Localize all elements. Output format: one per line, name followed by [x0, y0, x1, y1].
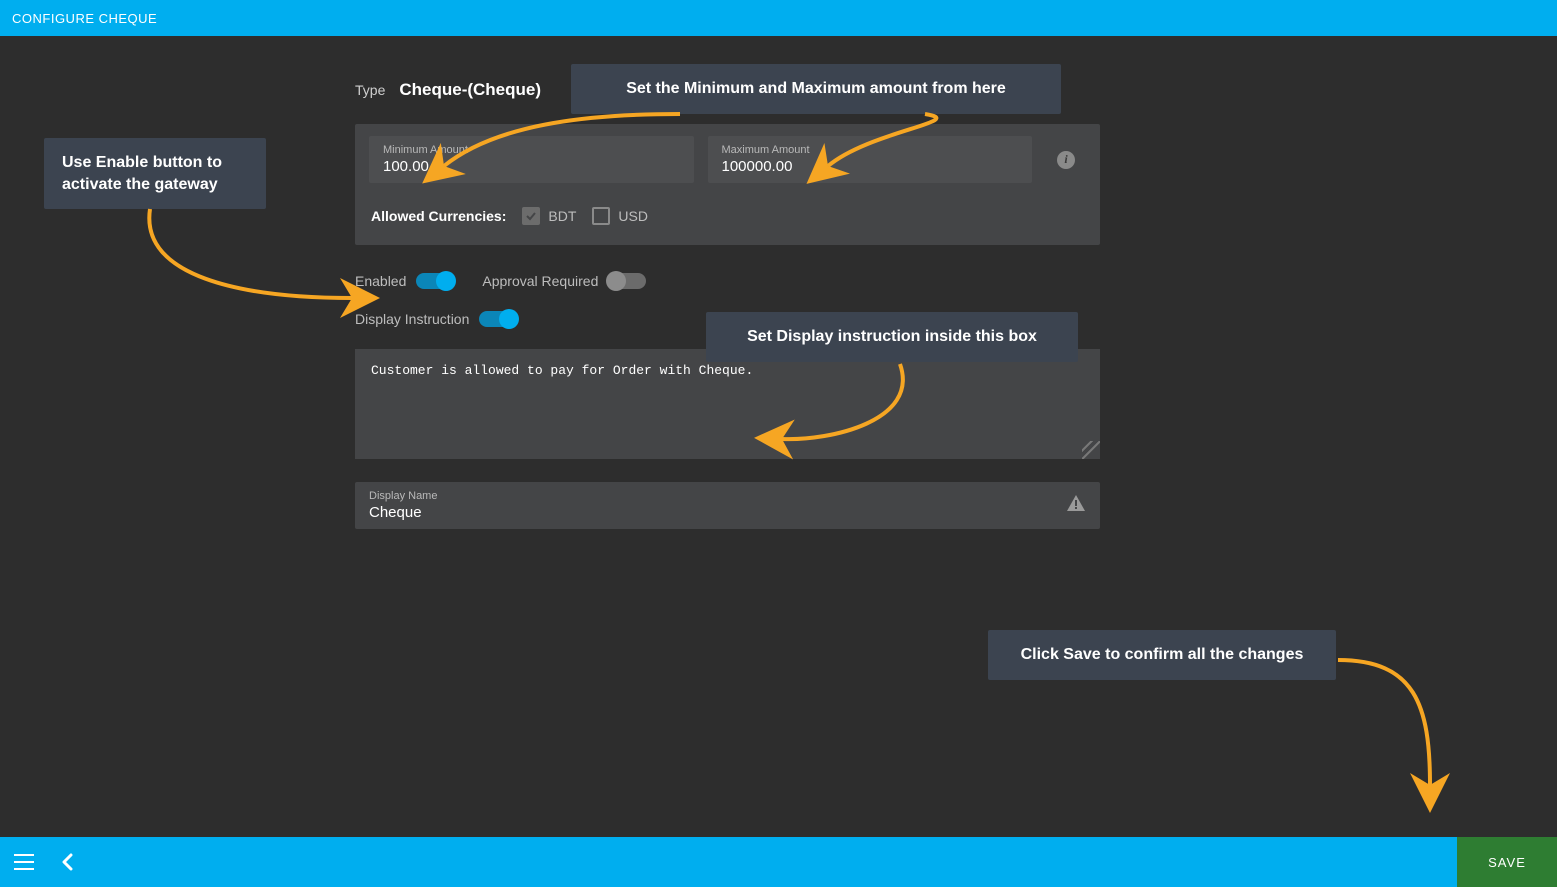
type-label: Type: [355, 82, 385, 98]
display-instruction-toggle[interactable]: [479, 311, 517, 327]
enabled-label: Enabled: [355, 273, 406, 289]
page-title: CONFIGURE CHEQUE: [12, 11, 157, 26]
form-area: Type Cheque-(Cheque) Minimum Amount 100.…: [355, 80, 1100, 529]
arrow-enable: [130, 206, 370, 316]
callout-save: Click Save to confirm all the changes: [988, 630, 1336, 680]
enabled-approval-row: Enabled Approval Required: [355, 273, 1100, 289]
display-name-value: Cheque: [369, 504, 437, 521]
header-bar: CONFIGURE CHEQUE: [0, 0, 1557, 36]
callout-amounts: Set the Minimum and Maximum amount from …: [571, 64, 1061, 114]
enabled-group: Enabled: [355, 273, 454, 289]
currency-usd-label: USD: [618, 208, 648, 224]
footer-spacer: [74, 837, 1457, 887]
callout-instruction: Set Display instruction inside this box: [706, 312, 1078, 362]
display-name-panel: Display Name Cheque: [355, 482, 1100, 529]
save-button[interactable]: SAVE: [1457, 837, 1557, 887]
checkbox-icon: [522, 207, 540, 225]
currency-bdt[interactable]: BDT: [522, 207, 576, 225]
display-name-label: Display Name: [369, 490, 437, 502]
footer-left: [0, 837, 74, 887]
maximum-amount-label: Maximum Amount: [722, 144, 1019, 156]
currencies-label: Allowed Currencies:: [371, 208, 506, 224]
currency-usd[interactable]: USD: [592, 207, 648, 225]
back-icon[interactable]: [60, 853, 74, 871]
info-icon[interactable]: i: [1057, 151, 1075, 169]
currency-bdt-label: BDT: [548, 208, 576, 224]
maximum-amount-field[interactable]: Maximum Amount 100000.00: [708, 136, 1033, 183]
approval-label: Approval Required: [482, 273, 598, 289]
menu-icon[interactable]: [14, 854, 34, 870]
currencies-row: Allowed Currencies: BDT USD: [369, 203, 1086, 227]
enabled-toggle[interactable]: [416, 273, 454, 289]
warning-icon: [1066, 494, 1086, 517]
maximum-amount-value: 100000.00: [722, 158, 1019, 175]
callout-enable: Use Enable button to activate the gatewa…: [44, 138, 266, 209]
minimum-amount-field[interactable]: Minimum Amount 100.00: [369, 136, 694, 183]
display-instruction-label: Display Instruction: [355, 311, 469, 327]
display-instruction-group: Display Instruction: [355, 311, 517, 327]
amount-panel: Minimum Amount 100.00 Maximum Amount 100…: [355, 124, 1100, 245]
instruction-textarea[interactable]: [355, 349, 1100, 459]
checkbox-icon: [592, 207, 610, 225]
approval-group: Approval Required: [482, 273, 646, 289]
footer-bar: SAVE: [0, 837, 1557, 887]
approval-toggle[interactable]: [608, 273, 646, 289]
display-name-field[interactable]: Display Name Cheque: [369, 490, 437, 521]
amount-row: Minimum Amount 100.00 Maximum Amount 100…: [369, 136, 1086, 183]
minimum-amount-value: 100.00: [383, 158, 680, 175]
minimum-amount-label: Minimum Amount: [383, 144, 680, 156]
info-col: i: [1046, 136, 1086, 183]
type-value: Cheque-(Cheque): [399, 80, 541, 100]
content-area: Type Cheque-(Cheque) Minimum Amount 100.…: [0, 36, 1557, 837]
